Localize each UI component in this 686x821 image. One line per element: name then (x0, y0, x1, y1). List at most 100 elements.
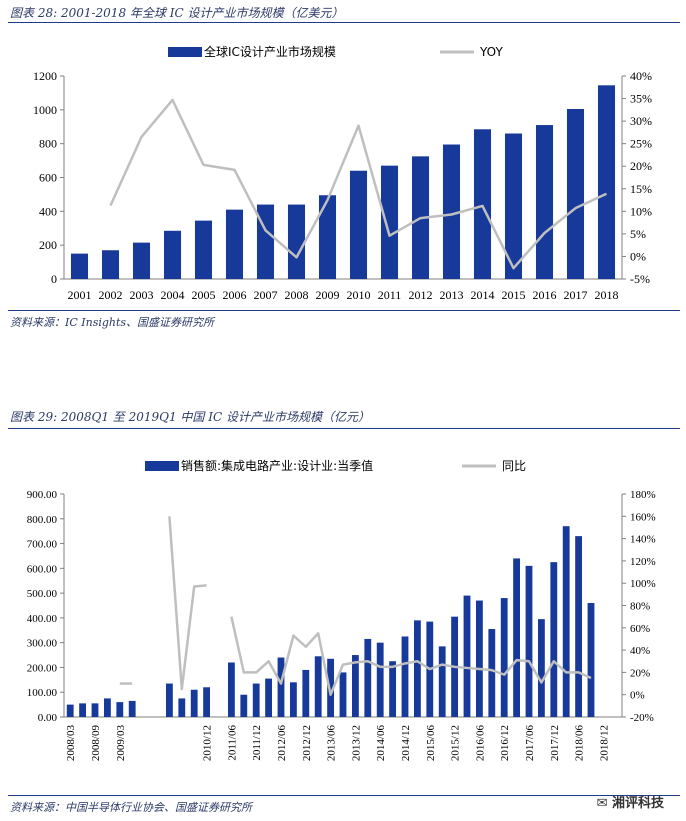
chart1-bar-2005 (194, 220, 213, 279)
chart2-left-tick-label: 500.00 (27, 588, 58, 600)
chart1-x-tick-label: 2018 (595, 288, 619, 302)
chart2-right-tick-label: -20% (630, 712, 654, 724)
wechat-icon: ✉ (596, 796, 612, 811)
chart2-bar-2015/09 (438, 646, 446, 717)
chart2-right-tick-label: 120% (630, 556, 656, 568)
chart1-bar-2016 (535, 125, 554, 279)
chart1-left-tick-label: 1000 (33, 103, 57, 117)
chart2-source: 资料来源：中国半导体行业协会、国盛证券研究所 (10, 801, 252, 814)
chart1-x-tick-label: 2007 (254, 288, 278, 302)
chart2-bar-2011/12 (252, 683, 260, 717)
chart1-x-tick-label: 2009 (316, 288, 340, 302)
chart2-right-tick-label: 80% (630, 601, 650, 613)
chart2-left-tick-label: 0.00 (38, 712, 58, 724)
chart1-right-tick-label: 40% (630, 69, 652, 83)
chart1-left-tick-label: 1200 (33, 69, 57, 83)
chart2-bar-2010/09 (190, 689, 198, 717)
chart2-line-segment-1 (168, 516, 207, 691)
chart2-x-tick-label: 2017/06 (524, 725, 536, 762)
chart1-x-tick-label: 2016 (533, 288, 557, 302)
chart1-bar-2001 (70, 253, 89, 279)
chart1-svg: 0 200 400 600 800 1000 1200 -5% 0% 5% 10% 15% 20% 25%… (33, 44, 652, 302)
chart2-bar-2012/06 (277, 657, 285, 717)
chart2-bar-2018/09 (587, 603, 595, 717)
chart1-x-tick-label: 2014 (471, 288, 495, 302)
chart1-bar-2003 (132, 242, 151, 279)
chart1-x-tick-label: 2002 (99, 288, 123, 302)
chart2-bar-2016/06 (475, 600, 483, 717)
chart2-left-tick-label: 300.00 (27, 638, 58, 650)
chart1-x-tick-label: 2003 (130, 288, 154, 302)
chart2-bar-2016/12 (500, 598, 508, 717)
chart1-left-tick-label: 600 (39, 171, 57, 185)
chart1-right-tick-label: 20% (630, 159, 652, 173)
chart2-svg: 0.00 100.00 200.00 300.00 400.00 500.00 600.00… (27, 458, 656, 762)
chart2-x-tick-label: 2008/03 (65, 725, 77, 762)
chart2-legend-bar-swatch (145, 461, 179, 471)
chart1-bar-2002 (101, 250, 120, 279)
chart2-bar-2011/06 (227, 662, 235, 717)
chart2-bar-2010/06 (178, 698, 186, 717)
chart2-bar-2016/09 (488, 629, 496, 717)
chart1-bar-2008 (287, 204, 306, 279)
chart1-x-tick-label: 2004 (161, 288, 185, 302)
chart2-left-tick-label: 800.00 (27, 514, 58, 526)
chart1-bar-2011 (380, 165, 399, 279)
chart1-legend-bar-label: 全球IC设计产业市场规模 (204, 44, 336, 59)
chart2-x-tick-label: 2015/06 (425, 725, 437, 762)
chart1-right-tick-label: 5% (630, 227, 646, 241)
chart1-bar-2017 (566, 108, 585, 279)
chart2-bar-2009/06 (128, 700, 136, 717)
chart1-bar-2004 (163, 230, 182, 279)
chart1-bar-2014 (473, 129, 492, 279)
chart1-right-tick-label: 10% (630, 204, 652, 218)
chart2-x-tick-label: 2015/12 (450, 725, 462, 761)
chart1-bar-2015 (504, 133, 523, 279)
chart1-x-tick-label: 2005 (192, 288, 216, 302)
chart1-x-tick-label: 2013 (440, 288, 464, 302)
chart2-legend-line-label: 同比 (502, 459, 526, 473)
chart1-left-tick-label: 400 (39, 204, 57, 218)
chart2-bar-2014/12 (401, 636, 409, 717)
chart1-x-tick-label: 2001 (68, 288, 92, 302)
chart2-bar-2017/09 (537, 619, 545, 717)
chart1-title-rule (8, 22, 680, 23)
chart2-title-rule (8, 428, 680, 429)
chart2-x-tick-label: 2010/12 (202, 725, 214, 761)
chart2-right-tick-label: 160% (630, 511, 656, 523)
chart2-legend-bar-label: 销售额:集成电路产业:设计业:当季值 (181, 458, 373, 473)
chart2-left-tick-label: 600.00 (27, 563, 58, 575)
chart2-bar-2016/03 (463, 595, 471, 717)
chart2-bar-2014/06 (376, 642, 384, 717)
chart2-bar-2010/03 (165, 683, 173, 717)
chart1-bar-2007 (256, 204, 275, 279)
chart2-title: 图表 29: 2008Q1 至 2019Q1 中国 IC 设计产业市场规模（亿元… (10, 410, 370, 424)
chart1-right-tick-label: 25% (630, 137, 652, 151)
chart1-bar-2010 (349, 170, 368, 279)
chart2-line-segment-2 (230, 616, 592, 696)
chart2-bar-2013/03 (314, 656, 322, 717)
chart1-line-segment-0 (109, 98, 608, 270)
chart1-bar-2013 (442, 144, 461, 279)
chart2-x-tick-label: 2016/12 (499, 725, 511, 761)
chart1-right-tick-label: 15% (630, 182, 652, 196)
chart1-x-tick-label: 2006 (223, 288, 247, 302)
chart2-bar-2012/12 (302, 669, 310, 717)
chart1-source: 资料来源：IC Insights、国盛证券研究所 (10, 316, 215, 329)
chart1-right-tick-label: 35% (630, 92, 652, 106)
chart2-bar-2013/12 (351, 655, 359, 717)
chart2-x-tick-label: 2014/06 (375, 725, 387, 762)
chart1-right-tick-label: 0% (630, 249, 646, 263)
chart2-bar-2010/12 (203, 687, 211, 717)
chart2-x-tick-label: 2018/12 (598, 725, 610, 761)
chart1-x-tick-label: 2010 (347, 288, 371, 302)
chart1-x-tick-label: 2012 (409, 288, 433, 302)
chart1-right-tick-label: -5% (630, 272, 650, 286)
chart2-left-tick-label: 400.00 (27, 613, 58, 625)
chart1-bar-2006 (225, 209, 244, 279)
chart1-x-tick-label: 2011 (378, 288, 402, 302)
chart2-bar-2018/06 (575, 536, 583, 717)
chart2-bar-2008/12 (103, 698, 111, 717)
chart1-x-tick-label: 2015 (502, 288, 526, 302)
chart2-x-tick-label: 2016/06 (474, 725, 486, 762)
